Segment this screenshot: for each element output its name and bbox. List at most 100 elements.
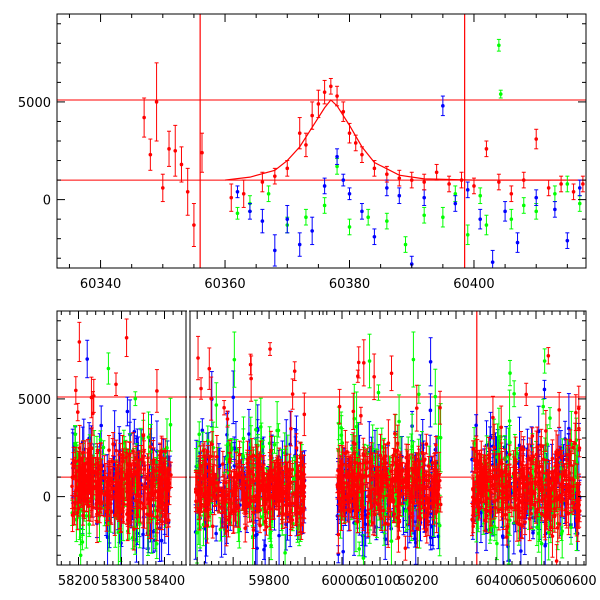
data-point-red: [267, 504, 272, 509]
data-point-green: [292, 477, 297, 481]
data-point-green: [534, 209, 539, 214]
data-point-red: [121, 453, 125, 457]
data-point-blue: [231, 395, 236, 400]
data-point-red: [227, 460, 232, 464]
series-red: [70, 318, 173, 551]
data-point-red: [75, 510, 80, 515]
data-point-green: [565, 182, 570, 186]
data-point-blue: [577, 186, 582, 190]
data-point-red: [273, 174, 277, 178]
data-point-red: [251, 528, 256, 532]
data-point-red: [216, 486, 221, 491]
data-point-blue: [322, 184, 327, 188]
data-point-red: [279, 466, 283, 471]
data-point-red: [198, 491, 203, 496]
x-tick-label: 60360: [204, 277, 245, 292]
data-point-blue: [360, 209, 364, 214]
data-point-green: [241, 453, 245, 458]
data-point-red: [360, 152, 364, 157]
data-point-red: [302, 412, 307, 417]
model-curve: [224, 99, 586, 181]
data-point-red: [163, 513, 167, 518]
x-tick-label: 60340: [80, 277, 121, 292]
data-point-red: [132, 472, 137, 476]
data-point-red: [141, 502, 145, 506]
data-point-blue: [428, 408, 433, 413]
data-point-green: [254, 427, 258, 432]
data-point-green: [304, 215, 308, 219]
data-point-blue: [159, 538, 164, 543]
data-point-red: [155, 508, 160, 513]
data-point-green: [335, 164, 339, 169]
data-point-red: [118, 452, 123, 457]
data-point-green: [266, 191, 271, 196]
data-point-red: [316, 102, 321, 106]
data-point-red: [75, 410, 80, 414]
data-point-blue: [372, 234, 377, 239]
data-point-red: [199, 386, 203, 391]
data-point-red: [206, 449, 210, 454]
data-point-red: [117, 499, 121, 504]
data-point-red: [484, 147, 489, 151]
data-point-red: [225, 417, 230, 421]
data-point-red: [571, 190, 576, 194]
data-point-blue: [285, 217, 290, 221]
y-tick-label: 0: [43, 194, 51, 209]
data-point-red: [302, 479, 306, 484]
data-point-blue: [503, 209, 507, 214]
data-point-red: [219, 493, 223, 498]
data-point-green: [73, 432, 78, 437]
data-point-red: [148, 445, 153, 449]
data-point-red: [208, 454, 213, 459]
data-point-red: [114, 448, 119, 453]
data-point-green: [232, 357, 237, 362]
data-point-red: [329, 84, 333, 89]
data-point-red: [107, 448, 111, 452]
data-point-red: [142, 115, 146, 120]
data-point-red: [459, 178, 464, 182]
data-point-red: [258, 523, 262, 528]
data-point-red: [243, 526, 248, 531]
data-point-green: [478, 193, 483, 198]
data-point-red: [173, 148, 178, 153]
data-point-blue: [214, 531, 218, 536]
data-point-green: [259, 425, 263, 429]
segment-1: [193, 331, 307, 565]
data-point-blue: [341, 178, 346, 182]
data-point-blue: [478, 217, 483, 221]
data-point-green: [453, 191, 458, 196]
data-point-red: [581, 182, 585, 186]
data-point-red: [224, 529, 229, 533]
data-point-blue: [441, 104, 445, 108]
data-point-red: [472, 184, 476, 188]
data-point-green: [84, 514, 89, 518]
data-point-red: [222, 405, 226, 410]
data-point-red: [288, 471, 293, 476]
data-point-blue: [465, 188, 470, 192]
data-point-red: [154, 100, 159, 104]
data-point-blue: [141, 532, 145, 537]
data-point-red: [128, 488, 132, 493]
data-point-red: [283, 466, 288, 471]
data-point-red: [265, 496, 270, 501]
data-point-green: [261, 444, 265, 449]
data-point-red: [153, 478, 157, 482]
data-point-red: [347, 131, 352, 135]
data-point-red: [91, 394, 96, 398]
data-point-red: [288, 514, 293, 519]
data-point-red: [251, 479, 256, 483]
top-frame: [56, 13, 587, 269]
data-point-red: [98, 464, 103, 469]
data-point-red: [109, 510, 114, 514]
data-point-red: [256, 483, 260, 488]
data-point-red: [86, 459, 90, 464]
data-point-blue: [310, 229, 314, 233]
data-point-red: [290, 467, 294, 472]
data-point-red: [409, 178, 414, 182]
data-point-red: [310, 113, 314, 118]
data-point-red: [114, 495, 119, 500]
data-point-red: [295, 490, 300, 494]
data-point-blue: [125, 409, 130, 414]
data-point-blue: [232, 463, 237, 468]
